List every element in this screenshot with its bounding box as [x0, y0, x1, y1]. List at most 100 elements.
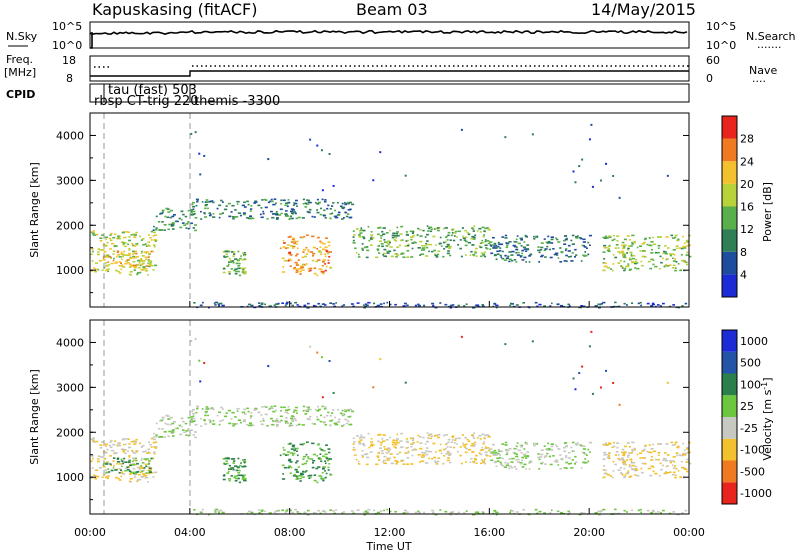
velocity-cell — [494, 453, 498, 456]
velocity-cell — [167, 435, 170, 438]
velocity-cell — [307, 457, 310, 460]
velocity-cell — [201, 408, 204, 410]
power-cell — [683, 245, 687, 248]
power-cell — [225, 253, 228, 255]
velocity-cell — [286, 454, 290, 456]
y-tick-label: 4000 — [56, 129, 84, 142]
power-cell — [631, 241, 634, 244]
power-cell — [117, 270, 120, 273]
power-cell — [543, 305, 546, 307]
velocity-cell — [614, 463, 617, 466]
power-cell — [504, 136, 507, 139]
power-cell — [165, 207, 169, 210]
velocity-cell — [329, 415, 332, 417]
power-cell — [323, 200, 327, 203]
power-cell — [147, 274, 149, 276]
power-cell — [680, 247, 684, 250]
velocity-cell — [312, 511, 316, 514]
velocity-cell — [213, 509, 216, 511]
power-cell — [570, 239, 573, 242]
power-cell — [606, 266, 610, 269]
power-cell — [395, 232, 399, 235]
power-cell — [417, 227, 420, 230]
power-cell — [513, 259, 517, 261]
power-cell — [395, 236, 398, 239]
power-cell — [155, 215, 158, 218]
velocity-cell — [286, 422, 290, 424]
velocity-cell — [133, 459, 135, 461]
velocity-cell — [228, 464, 231, 467]
power-cell — [97, 248, 100, 250]
power-cell — [474, 250, 477, 253]
velocity-cell — [232, 423, 236, 425]
velocity-cell — [409, 437, 413, 440]
power-cell — [460, 255, 463, 258]
power-cell — [369, 244, 373, 246]
velocity-cell — [417, 434, 420, 437]
velocity-cell — [521, 459, 524, 462]
power-cell — [123, 236, 125, 239]
power-cell — [501, 257, 505, 260]
velocity-cell — [97, 458, 100, 460]
velocity-cell — [574, 463, 576, 465]
power-cell — [383, 255, 387, 257]
power-cell — [616, 239, 619, 242]
velocity-cell — [299, 472, 303, 475]
power-cell — [121, 253, 124, 255]
power-cell — [91, 231, 94, 233]
power-cell — [685, 261, 688, 264]
power-cell — [410, 256, 414, 258]
power-cell — [267, 201, 270, 204]
power-cell — [205, 199, 209, 201]
velocity-cell — [556, 445, 559, 448]
power-cell — [581, 244, 584, 247]
power-cell — [101, 249, 105, 251]
power-cell — [473, 236, 476, 239]
power-cell — [321, 303, 325, 305]
power-cell — [464, 244, 468, 247]
velocity-cell — [140, 465, 142, 467]
velocity-cell — [519, 463, 522, 465]
velocity-cell — [391, 443, 395, 446]
power-cell — [318, 250, 321, 252]
velocity-cell — [222, 458, 226, 460]
power-cell — [138, 271, 142, 274]
velocity-cell — [249, 415, 253, 417]
power-cell — [302, 203, 305, 205]
power-cell — [209, 213, 212, 216]
power-cell — [482, 235, 485, 238]
power-cell — [430, 228, 433, 230]
velocity-cell — [97, 460, 100, 463]
power-cell — [589, 244, 591, 246]
velocity-cell — [228, 457, 230, 460]
velocity-cell — [318, 457, 321, 459]
velocity-cell — [626, 442, 630, 444]
power-cell — [634, 258, 638, 261]
velocity-cell — [686, 470, 689, 473]
power-cell — [681, 305, 684, 307]
velocity-cell — [636, 453, 639, 456]
velocity-cell — [474, 511, 477, 514]
power-cell — [168, 223, 172, 226]
power-cell — [110, 242, 115, 245]
velocity-cell — [460, 335, 463, 338]
power-cell — [230, 251, 234, 253]
power-cell — [548, 248, 551, 251]
power-cell — [434, 227, 438, 230]
power-cell — [333, 305, 336, 308]
velocity-cell — [406, 463, 410, 465]
power-cell — [203, 154, 206, 157]
power-cell — [603, 262, 607, 265]
power-cell — [218, 304, 220, 307]
velocity-cell — [578, 444, 582, 446]
power-cell — [654, 265, 658, 268]
power-cell — [379, 234, 384, 237]
power-cell — [494, 246, 498, 249]
velocity-cell — [682, 442, 684, 445]
power-cell — [148, 234, 150, 236]
power-cell — [564, 238, 568, 241]
velocity-cell — [206, 408, 209, 410]
power-cell — [275, 303, 279, 305]
power-cell — [246, 217, 249, 219]
power-cell — [435, 244, 437, 246]
